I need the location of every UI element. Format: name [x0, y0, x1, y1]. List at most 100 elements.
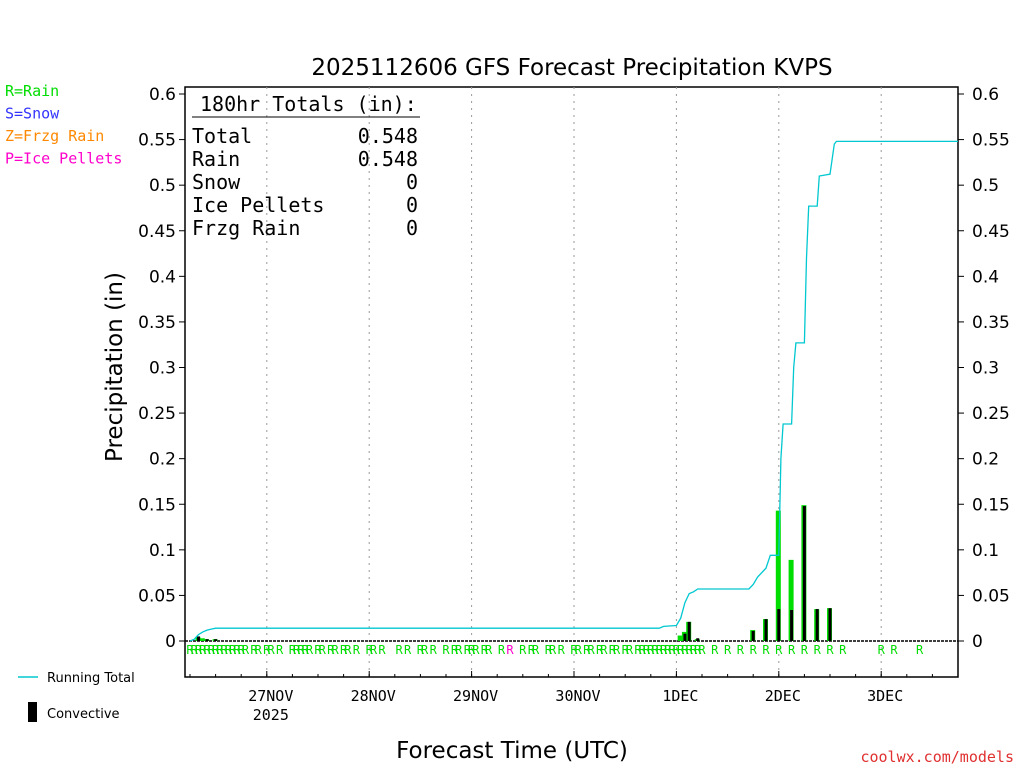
convective-precip-bar [751, 630, 755, 641]
convective-precip-bar [802, 506, 806, 641]
precip-type-marker: R [609, 643, 617, 657]
precip-type-marker: R [711, 643, 719, 657]
precip-type-marker: R [686, 643, 694, 657]
precip-type-marker: R [613, 643, 621, 657]
precip-type-marker: R [195, 643, 203, 657]
precip-type-marker: R [302, 643, 310, 657]
precip-type-legend-item: S=Snow [5, 105, 60, 123]
precip-type-marker: R [814, 643, 822, 657]
precip-type-marker: R [890, 643, 898, 657]
precip-type-marker: R [255, 643, 263, 657]
precip-type-marker: R [395, 643, 403, 657]
precip-type-marker: R [596, 643, 604, 657]
total-precip-bar [199, 638, 205, 641]
precip-type-marker: R [656, 643, 664, 657]
x-tick-sublabel: 2025 [253, 706, 289, 724]
x-tick-label: 27NOV [248, 687, 293, 705]
totals-row-name: Total [192, 124, 252, 148]
y-tick-label-right: 0.2 [972, 450, 999, 470]
convective-precip-bar [815, 609, 819, 641]
precip-type-marker: R [669, 643, 677, 657]
precip-type-marker: R [788, 643, 796, 657]
y-tick-label-left: 0.3 [149, 359, 176, 379]
totals-row-value: 0 [406, 193, 418, 217]
precip-type-marker: R [212, 643, 220, 657]
precip-type-marker: R [690, 643, 698, 657]
y-tick-label-right: 0.25 [972, 404, 1010, 424]
y-tick-label-left: 0.25 [138, 404, 176, 424]
convective-precip-bar [687, 621, 691, 641]
precip-type-marker: R [297, 643, 305, 657]
precip-type-marker: R [191, 643, 199, 657]
convective-precip-bar [777, 609, 781, 641]
precip-type-marker: R [583, 643, 591, 657]
y-tick-label-left: 0.55 [138, 131, 176, 151]
precip-type-marker: R [558, 643, 566, 657]
y-tick-label-right: 0.5 [972, 176, 999, 196]
x-tick-label: 1DEC [662, 687, 698, 705]
x-tick-label: 28NOV [351, 687, 396, 705]
series-legend: Running Total Convective [18, 671, 135, 722]
y-tick-label-left: 0 [165, 632, 176, 652]
totals-row-value: 0 [406, 170, 418, 194]
precip-type-marker: R [267, 643, 275, 657]
precip-type-marker: R [442, 643, 450, 657]
precip-type-marker: R [878, 643, 886, 657]
precip-type-marker: R [225, 643, 233, 657]
totals-row-value: 0.548 [358, 147, 418, 171]
y-tick-label-left: 0.4 [149, 267, 176, 287]
precip-type-marker: R [331, 643, 339, 657]
precip-type-marker: R [340, 643, 348, 657]
y-axis-label: Precipitation (in) [102, 272, 128, 462]
precip-type-marker: R [485, 643, 493, 657]
convective-precip-bar [683, 633, 687, 641]
convective-swatch [28, 702, 37, 722]
precip-type-marker: R [208, 643, 216, 657]
precip-type-marker: R [451, 643, 459, 657]
precip-type-marker: R [801, 643, 809, 657]
total-precip-bar [788, 559, 794, 641]
precip-type-marker: R [276, 643, 284, 657]
precip-type-marker: R [647, 643, 655, 657]
x-tick-label: 29NOV [453, 687, 498, 705]
totals-row-name: Rain [192, 147, 240, 171]
precip-type-marker: R [472, 643, 480, 657]
totals-row-value: 0.548 [358, 124, 418, 148]
y-tick-label-left: 0.5 [149, 176, 176, 196]
convective-legend-label: Convective [47, 707, 120, 722]
precip-type-marker: R [724, 643, 732, 657]
precip-type-marker: R [233, 643, 241, 657]
totals-row-name: Ice Pellets [192, 193, 324, 217]
x-axis-label: Forecast Time (UTC) [396, 738, 628, 764]
convective-precip-bar [214, 639, 218, 641]
totals-header: 180hr Totals (in): [200, 92, 417, 116]
precip-type-marker: R [575, 643, 583, 657]
precip-type-marker: R [370, 643, 378, 657]
precip-type-marker: R [306, 643, 314, 657]
precip-type-marker: R [532, 643, 540, 657]
y-tick-label-left: 0.1 [149, 541, 176, 561]
precip-type-legend-item: R=Rain [5, 82, 59, 100]
precip-type-marker: R [826, 643, 834, 657]
precip-type-marker: R [639, 643, 647, 657]
precip-type-marker: R [366, 643, 374, 657]
precip-type-marker: R [587, 643, 595, 657]
precip-type-marker: R [622, 643, 630, 657]
precip-type-marker: R [203, 643, 211, 657]
precip-type-marker: R [186, 643, 194, 657]
precip-type-marker: R [651, 643, 659, 657]
totals-box: 180hr Totals (in): Total 0.548 Rain 0.548 Sn… [192, 92, 420, 240]
precip-type-marker: R [250, 643, 258, 657]
precip-type-marker: R [221, 643, 229, 657]
running-total-line [189, 140, 958, 642]
precip-type-legend-item: P=Ice Pellets [5, 150, 122, 168]
precip-type-marker: R [570, 643, 578, 657]
x-tick-label: 2DEC [765, 687, 801, 705]
totals-row-name: Frzg Rain [192, 216, 300, 240]
total-precip-bar [677, 635, 683, 641]
precip-type-marker: R [737, 643, 745, 657]
precip-type-marker: R [199, 643, 207, 657]
y-tick-label-right: 0.05 [972, 586, 1010, 606]
precip-type-marker: R [353, 643, 361, 657]
